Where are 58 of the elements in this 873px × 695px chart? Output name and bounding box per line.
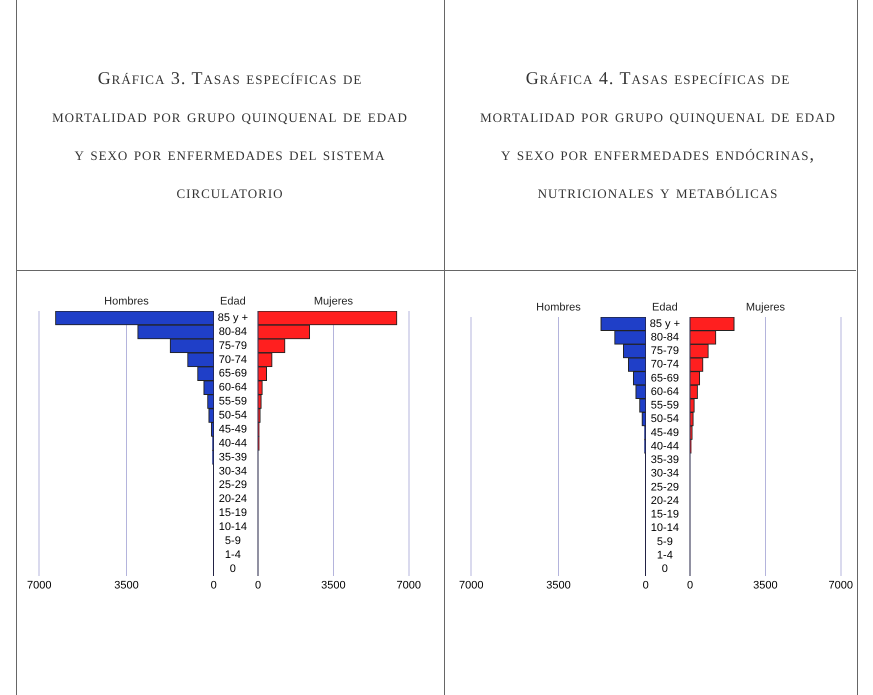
x-tick-label: 3500 [321,579,346,592]
y-tick-label: 25-29 [650,481,679,494]
x-tick-label: 0 [686,579,694,592]
y-tick-label: 45-49 [650,426,679,439]
y-tick-label: 20-24 [218,493,247,506]
x-tick-label: 3500 [114,579,139,592]
y-tick-label: 15-19 [218,507,247,520]
y-tick-label: 10-14 [218,521,247,534]
y-tick-label: 30-34 [218,465,247,478]
y-tick-label: 85 y + [650,318,680,330]
y-tick-label: 10-14 [650,522,679,534]
y-tick-label: 0 [662,563,668,576]
x-tick-label: 7000 [26,579,52,592]
y-tick-label: 50-54 [218,410,247,422]
y-tick-label: 80-84 [218,326,247,338]
x-tick-label: 0 [642,579,649,592]
x-tick-label: 7000 [828,579,854,592]
y-tick-label: 70-74 [650,358,679,371]
series-label: Mujeres [314,296,354,308]
y-tick-label: 1-4 [224,548,241,561]
y-tick-label: 5-9 [224,534,241,547]
x-tick-label: 0 [254,579,262,592]
y-tick-label: 55-59 [650,400,679,412]
y-axis-title: Edad [220,296,246,308]
y-tick-label: 45-49 [218,423,247,436]
y-tick-label: 40-44 [218,437,247,450]
y-tick-label: 75-79 [218,340,247,352]
y-tick-label: 65-69 [218,368,247,380]
y-tick-label: 75-79 [650,345,679,358]
y-tick-label: 65-69 [650,372,679,384]
x-tick-label: 7000 [458,579,484,592]
y-tick-label: 0 [230,562,236,575]
y-tick-label: 35-39 [650,454,679,466]
y-tick-label: 5-9 [656,536,673,548]
y-tick-label: 15-19 [650,508,679,521]
y-tick-label: 80-84 [650,331,679,344]
x-tick-label: 7000 [396,579,422,592]
y-tick-label: 25-29 [218,479,247,492]
series-label: Hombres [536,302,582,314]
x-tick-label: 0 [210,579,217,592]
y-tick-label: 55-59 [218,396,247,408]
y-tick-label: 40-44 [650,440,679,452]
y-tick-label: 1-4 [656,549,673,562]
y-tick-label: 70-74 [218,354,247,366]
chart-title: Gráfica 3. Tasas específicas de mortalidad por grupo quinquenal de edad y sexo por enfermedades del sistema circulatorio [51,67,409,204]
chart-title: Gráfica 4. Tasas específicas de mortalidad por grupo quinquenal de edad y sexo por enfermedades endócrinas, nutricionales y metabólicas [479,67,837,204]
x-tick-label: 3500 [546,579,571,592]
y-tick-label: 60-64 [650,386,679,398]
y-tick-label: 85 y + [218,312,248,324]
y-tick-label: 20-24 [650,494,679,507]
x-tick-label: 3500 [753,579,778,592]
y-tick-label: 30-34 [650,468,679,480]
y-tick-label: 35-39 [218,451,247,464]
y-tick-label: 50-54 [650,413,679,426]
y-axis-title: Edad [652,302,678,314]
y-tick-label: 60-64 [218,382,247,394]
series-label: Hombres [104,296,150,308]
series-label: Mujeres [746,302,786,314]
